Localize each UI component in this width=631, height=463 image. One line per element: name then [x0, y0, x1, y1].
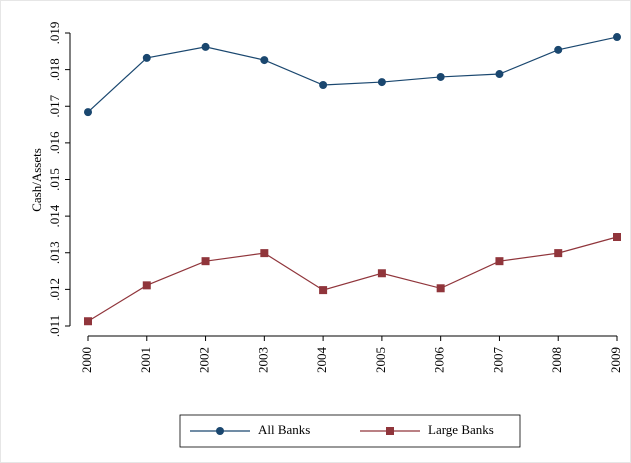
- data-point: [201, 42, 210, 51]
- series-line: [87, 236, 618, 322]
- data-point: [142, 53, 151, 62]
- x-tick-label: 2007: [490, 347, 505, 374]
- y-tick-label: .014: [47, 204, 62, 227]
- y-tick-label: .011: [47, 315, 62, 337]
- x-tick-label: 2000: [79, 347, 94, 373]
- data-point: [319, 286, 328, 295]
- x-tick-label: 2003: [255, 347, 270, 373]
- x-tick-label: 2004: [314, 347, 329, 374]
- legend-label: All Banks: [258, 422, 310, 437]
- data-point: [613, 233, 621, 242]
- legend-marker: [216, 427, 224, 435]
- data-point: [613, 33, 621, 42]
- x-tick-label: 2008: [549, 347, 564, 373]
- data-point: [495, 70, 504, 79]
- x-tick-label: 2005: [373, 347, 388, 373]
- legend-label: Large Banks: [428, 422, 494, 437]
- data-point: [319, 81, 328, 90]
- data-point: [554, 249, 563, 258]
- y-tick-label: .018: [47, 58, 62, 81]
- y-tick-label: .013: [47, 241, 62, 264]
- data-point: [142, 281, 151, 290]
- data-point: [84, 108, 92, 117]
- y-axis-label: Cash/Assets: [29, 148, 44, 212]
- y-tick-label: .015: [47, 168, 62, 191]
- y-tick-label: .012: [47, 278, 62, 301]
- data-point: [436, 72, 445, 81]
- data-point: [377, 78, 386, 87]
- data-point: [377, 269, 386, 278]
- x-tick-label: 2006: [432, 347, 447, 374]
- data-point: [201, 257, 210, 266]
- x-tick-label: 2009: [608, 347, 623, 373]
- legend-marker: [386, 427, 394, 435]
- data-point: [436, 284, 445, 293]
- data-point: [84, 317, 92, 326]
- y-tick-label: .016: [47, 131, 62, 154]
- x-tick-label: 2001: [138, 347, 153, 373]
- data-point: [495, 257, 504, 266]
- series-line: [87, 36, 618, 113]
- data-point: [554, 45, 563, 54]
- y-tick-label: .017: [47, 94, 62, 117]
- data-point: [260, 249, 269, 258]
- x-tick-label: 2002: [197, 347, 212, 373]
- data-point: [260, 56, 269, 65]
- y-tick-label: .019: [47, 22, 62, 45]
